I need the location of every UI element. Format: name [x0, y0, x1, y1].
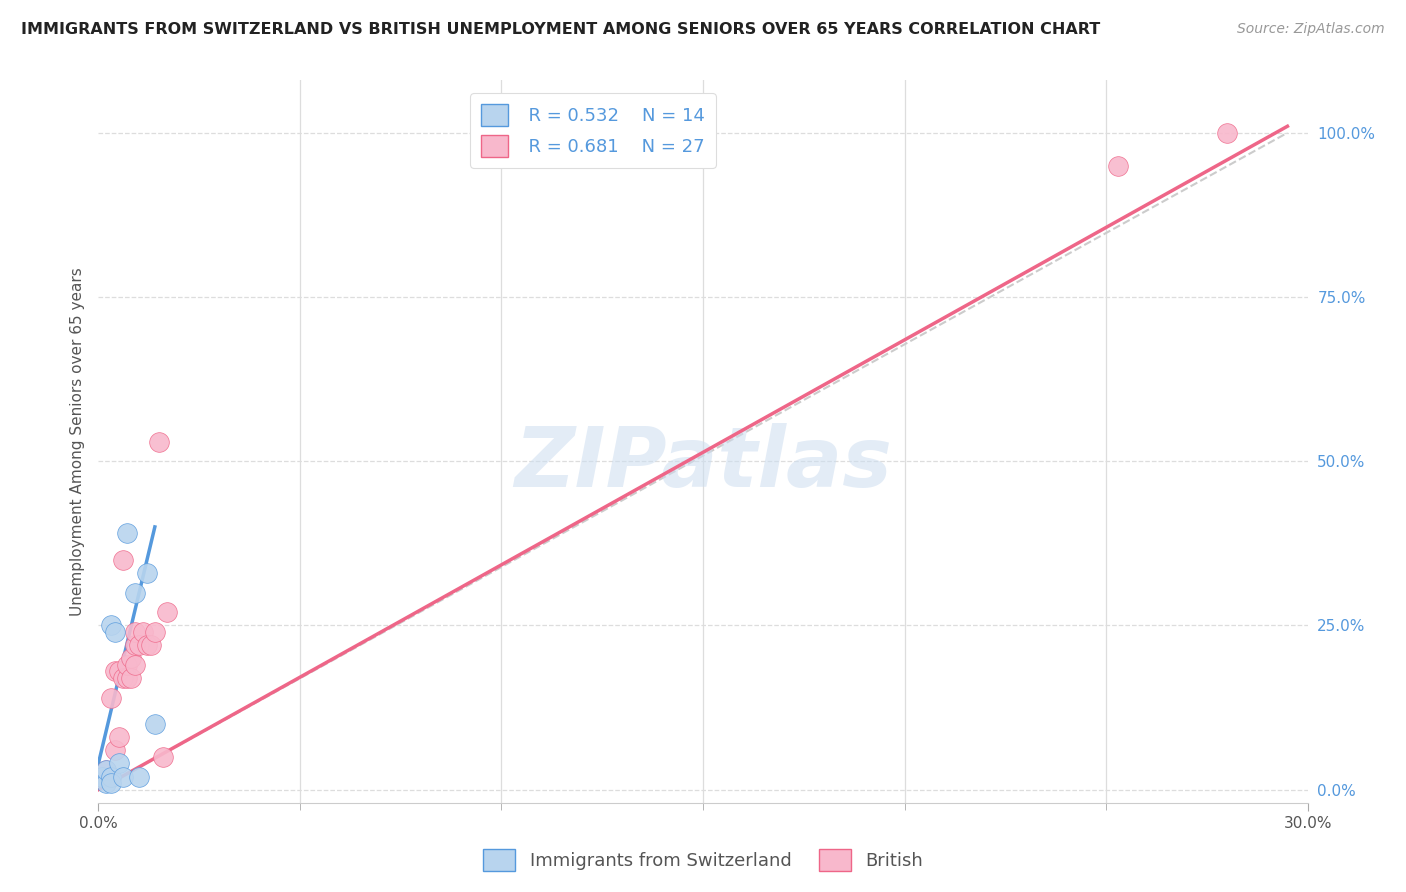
Point: [156, 605, 179, 619]
Point: [132, 625, 155, 640]
Point: [143, 717, 166, 731]
Text: ZIPatlas: ZIPatlas: [515, 423, 891, 504]
Point: [115, 657, 138, 672]
Point: [100, 776, 122, 790]
Text: IMMIGRANTS FROM SWITZERLAND VS BRITISH UNEMPLOYMENT AMONG SENIORS OVER 65 YEARS : IMMIGRANTS FROM SWITZERLAND VS BRITISH U…: [21, 22, 1101, 37]
Point: [96, 776, 118, 790]
Point: [115, 526, 138, 541]
Point: [103, 743, 125, 757]
Point: [100, 770, 122, 784]
Point: [135, 638, 157, 652]
Point: [135, 566, 157, 580]
Point: [1216, 126, 1239, 140]
Point: [91, 770, 114, 784]
Point: [111, 553, 134, 567]
Point: [96, 763, 118, 777]
Point: [139, 638, 162, 652]
Point: [143, 625, 166, 640]
Point: [107, 730, 129, 744]
Legend: Immigrants from Switzerland, British: Immigrants from Switzerland, British: [475, 842, 931, 879]
Point: [100, 690, 122, 705]
Point: [107, 756, 129, 771]
Point: [124, 638, 146, 652]
Point: [91, 770, 114, 784]
Point: [152, 749, 174, 764]
Point: [111, 671, 134, 685]
Point: [96, 763, 118, 777]
Point: [115, 671, 138, 685]
Point: [128, 638, 150, 652]
Point: [120, 651, 142, 665]
Y-axis label: Unemployment Among Seniors over 65 years: Unemployment Among Seniors over 65 years: [69, 268, 84, 615]
Point: [120, 671, 142, 685]
Point: [111, 770, 134, 784]
Point: [100, 618, 122, 632]
Point: [124, 657, 146, 672]
Point: [103, 665, 125, 679]
Point: [107, 665, 129, 679]
Point: [100, 770, 122, 784]
Point: [128, 770, 150, 784]
Point: [103, 625, 125, 640]
Text: Source: ZipAtlas.com: Source: ZipAtlas.com: [1237, 22, 1385, 37]
Point: [124, 625, 146, 640]
Point: [124, 585, 146, 599]
Point: [1107, 159, 1129, 173]
Point: [148, 434, 170, 449]
Legend:   R = 0.532    N = 14,   R = 0.681    N = 27: R = 0.532 N = 14, R = 0.681 N = 27: [470, 93, 716, 168]
